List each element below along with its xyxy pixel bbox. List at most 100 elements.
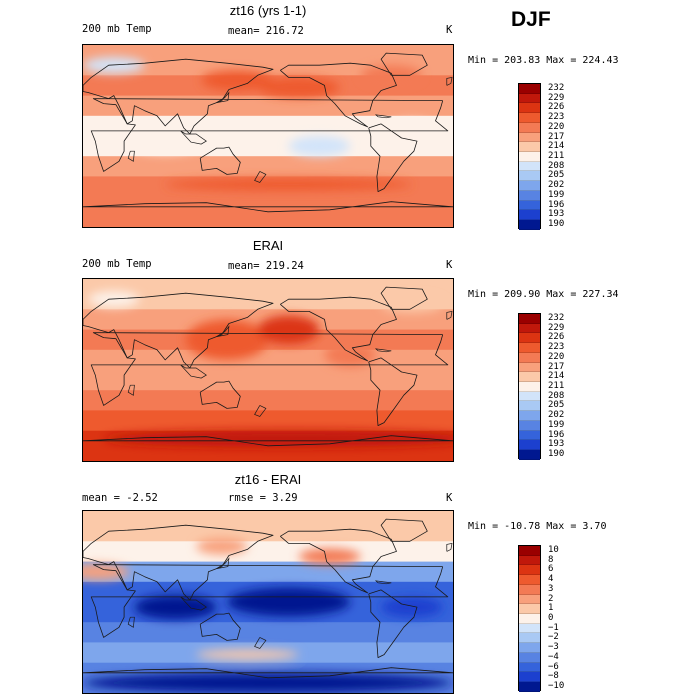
island-coastline [374,348,392,353]
island-coastline [180,596,207,611]
field-anomaly-region [324,342,376,367]
coastline [199,380,241,409]
colorbar-swatch [519,604,540,615]
coastline [90,98,449,172]
latitude-band [83,511,453,542]
coastline [368,123,418,193]
colorbar-swatch [519,122,540,133]
island-coastline [127,384,135,396]
panel2-map [82,278,454,462]
colorbar-tick-label: 4 [548,574,554,585]
colorbar-tick-label: 208 [548,160,565,171]
colorbar-swatch [519,614,540,624]
field-anomaly-region [257,77,340,98]
island-coastline [216,91,230,103]
panel3-mean-label: mean = -2.52 [82,492,158,504]
panel1-unit-label: K [446,24,453,36]
colorbar-swatch [519,643,540,653]
colorbar-tick-label: 217 [548,361,565,372]
panel1-variable-label: 200 mb Temp [82,23,152,35]
colorbar-swatch [519,672,540,683]
latitude-band [83,390,453,411]
colorbar-tick-label: 205 [548,170,565,181]
coastline [280,62,397,128]
season-label: DJF [511,8,551,31]
colorbar-swatch [519,584,540,595]
colorbar-swatch [519,152,540,162]
colorbar-tick-label: 193 [548,439,565,450]
coastline [90,564,449,638]
colorbar-tick-label: 1 [548,603,554,614]
colorbar-swatch [519,200,540,211]
colorbar-tick-label: 217 [548,131,565,142]
colorbar-swatch [519,372,540,383]
latitude-band [83,561,453,583]
colorbar-tick-label: 229 [548,322,565,333]
colorbar-tick-label: −3 [548,642,559,653]
field-anomaly-region [83,672,453,693]
colorbar-tick-label: 211 [548,381,565,391]
colorbar-tick-label: 190 [548,219,565,230]
colorbar-swatch [519,343,540,353]
colorbar-swatch [519,132,540,143]
colorbar-tick-label: 211 [548,151,565,161]
panel2-minmax: Min = 209.90 Max = 227.34 [468,289,619,300]
colorbar-tick-label: 8 [548,554,554,565]
panel2-map-canvas [83,279,453,461]
coastline [380,52,428,76]
panel2-unit-label: K [446,259,453,271]
colorbar-tick-label: 199 [548,419,565,430]
panel2-mean-label: mean= 219.24 [228,260,304,272]
panel3-colorbar [518,545,541,692]
colorbar-tick-label: −2 [548,632,559,643]
panel1-minmax: Min = 203.83 Max = 224.43 [468,55,619,66]
colorbar-tick-label: −4 [548,651,559,662]
field-anomaly-region [165,178,412,191]
island-coastline [374,114,392,119]
panel2-title: ERAI [252,238,284,253]
colorbar-swatch [519,333,540,344]
island-coastline [180,364,207,379]
island-coastline [216,325,230,337]
colorbar-swatch [519,113,540,123]
coastline [380,518,428,542]
island-coastline [374,580,392,585]
colorbar-swatch [519,430,540,441]
colorbar-swatch [519,93,540,104]
colorbar-swatch [519,633,540,644]
colorbar-tick-label: 232 [548,82,565,93]
colorbar-swatch [519,555,540,566]
panel3-map [82,510,454,694]
colorbar-swatch [519,352,540,363]
colorbar-swatch [519,142,540,153]
coastline [380,286,428,310]
colorbar-tick-label: 10 [548,544,559,555]
panel1-map [82,44,454,228]
colorbar-tick-label: 223 [548,112,565,123]
colorbar-swatch [519,382,540,392]
field-anomaly-region [134,595,217,620]
coastline [199,612,241,641]
colorbar-swatch [519,362,540,373]
colorbar-tick-label: 220 [548,121,565,132]
colorbar-swatch [519,565,540,576]
coastline [83,435,453,447]
colorbar-tick-label: 6 [548,564,554,575]
panel1-map-canvas [83,45,453,227]
colorbar-swatch [519,575,540,585]
panel3-title: zt16 - ERAI [234,472,302,487]
colorbar-swatch [519,190,540,201]
island-coastline [446,76,453,86]
colorbar-tick-label: 220 [548,351,565,362]
colorbar-tick-label: 196 [548,199,565,210]
field-anomaly-region [196,649,299,660]
colorbar-swatch [519,420,540,431]
field-anomaly-region [381,296,443,313]
panel1-colorbar [518,83,541,230]
coastline [90,332,449,406]
colorbar-tick-label: −1 [548,622,559,633]
colorbar-tick-label: 208 [548,390,565,401]
colorbar-tick-label: 202 [548,180,565,191]
colorbar-swatch [519,662,540,673]
colorbar-tick-label: 202 [548,410,565,421]
